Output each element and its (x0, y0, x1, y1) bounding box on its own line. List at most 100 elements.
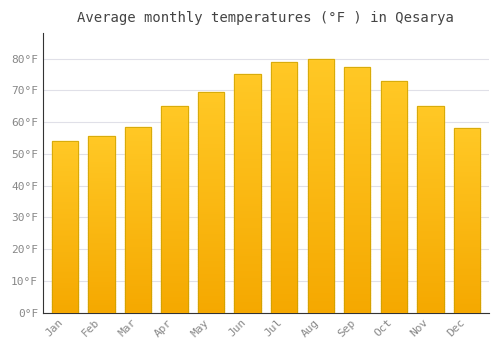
Bar (125, 186, 151, 188)
Bar (125, 160, 151, 162)
Bar (308, 302, 334, 305)
Bar (234, 215, 261, 217)
Bar (271, 237, 297, 240)
Bar (88, 261, 115, 263)
Bar (234, 163, 261, 165)
Bar (271, 62, 297, 313)
Bar (344, 167, 370, 170)
Bar (52, 181, 78, 182)
Bar (454, 184, 480, 186)
Bar (125, 218, 151, 220)
Bar (234, 179, 261, 182)
Bar (88, 205, 115, 207)
Bar (234, 146, 261, 148)
Bar (417, 146, 444, 148)
Bar (198, 180, 224, 182)
Bar (454, 268, 480, 270)
Bar (380, 213, 407, 215)
Bar (52, 232, 78, 234)
Bar (88, 270, 115, 272)
Bar (308, 264, 334, 267)
Bar (271, 102, 297, 104)
Bar (88, 161, 115, 163)
Bar (162, 133, 188, 135)
Bar (234, 136, 261, 139)
Bar (234, 234, 261, 237)
Bar (454, 200, 480, 202)
Bar (344, 268, 370, 271)
Bar (344, 108, 370, 111)
Bar (271, 64, 297, 67)
Bar (162, 278, 188, 280)
Bar (162, 224, 188, 226)
Bar (308, 135, 334, 137)
Bar (125, 287, 151, 288)
Bar (125, 142, 151, 143)
Bar (380, 222, 407, 225)
Bar (271, 134, 297, 137)
Bar (308, 64, 334, 66)
Bar (454, 141, 480, 143)
Bar (271, 97, 297, 99)
Bar (271, 117, 297, 119)
Bar (162, 137, 188, 139)
Bar (271, 99, 297, 102)
Bar (454, 289, 480, 290)
Bar (417, 238, 444, 240)
Bar (162, 310, 188, 313)
Bar (234, 239, 261, 241)
Bar (344, 76, 370, 79)
Bar (454, 182, 480, 184)
Bar (125, 173, 151, 175)
Bar (344, 281, 370, 283)
Bar (234, 251, 261, 253)
Bar (234, 115, 261, 117)
Bar (162, 288, 188, 290)
Bar (162, 220, 188, 222)
Bar (125, 301, 151, 303)
Bar (52, 265, 78, 266)
Bar (162, 205, 188, 208)
Bar (344, 187, 370, 190)
Bar (344, 273, 370, 276)
Bar (417, 114, 444, 117)
Bar (454, 180, 480, 182)
Bar (380, 225, 407, 227)
Bar (454, 302, 480, 303)
Bar (417, 245, 444, 247)
Bar (344, 71, 370, 74)
Bar (417, 228, 444, 230)
Bar (308, 97, 334, 99)
Bar (198, 224, 224, 226)
Bar (380, 106, 407, 108)
Bar (380, 185, 407, 188)
Bar (125, 300, 151, 301)
Bar (162, 236, 188, 238)
Bar (52, 285, 78, 287)
Bar (234, 267, 261, 270)
Bar (162, 265, 188, 267)
Bar (344, 214, 370, 217)
Bar (454, 298, 480, 300)
Bar (125, 292, 151, 294)
Bar (52, 143, 78, 145)
Bar (344, 224, 370, 226)
Bar (454, 241, 480, 243)
Bar (454, 145, 480, 147)
Bar (344, 195, 370, 197)
Bar (198, 145, 224, 147)
Bar (198, 196, 224, 198)
Bar (308, 102, 334, 104)
Bar (344, 162, 370, 165)
Bar (380, 282, 407, 285)
Bar (344, 207, 370, 209)
Bar (344, 86, 370, 89)
Bar (234, 256, 261, 258)
Bar (125, 244, 151, 246)
Bar (344, 236, 370, 239)
Bar (125, 220, 151, 222)
Bar (417, 209, 444, 211)
Bar (271, 305, 297, 308)
Bar (344, 150, 370, 153)
Bar (271, 125, 297, 127)
